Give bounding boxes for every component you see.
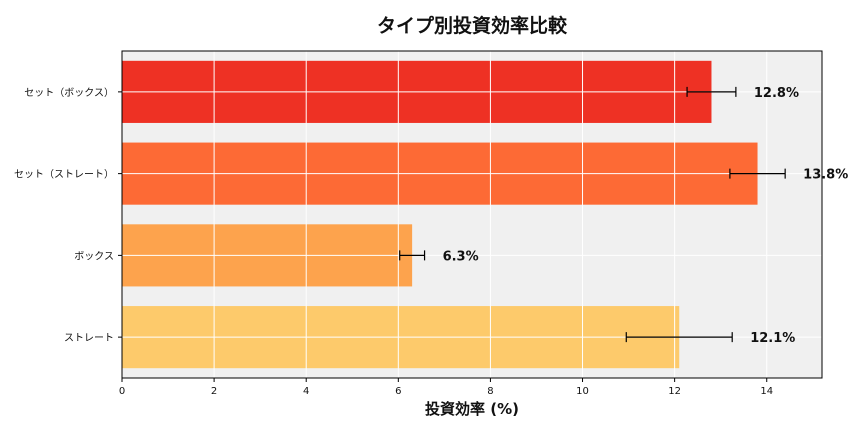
x-tick-label: 4	[303, 386, 309, 397]
y-tick-label: ボックス	[74, 250, 114, 262]
x-tick-label: 2	[211, 386, 217, 397]
x-axis-label: 投資効率 (%)	[425, 400, 519, 418]
data-label: 13.8%	[803, 168, 848, 183]
y-tick-label: ストレート	[64, 333, 114, 344]
x-tick-label: 0	[119, 386, 125, 397]
chart-title: タイプ別投資効率比較	[377, 14, 568, 37]
x-tick-label: 8	[487, 386, 493, 397]
x-tick-label: 10	[576, 386, 589, 397]
y-tick-label: セット（ボックス）	[24, 87, 114, 99]
x-tick-label: 12	[668, 386, 681, 397]
data-label: 6.3%	[443, 249, 479, 264]
data-label: 12.8%	[754, 86, 799, 101]
plot-frame	[121, 50, 823, 379]
x-tick-label: 14	[760, 386, 773, 397]
data-label: 12.1%	[750, 331, 795, 346]
x-tick-label: 6	[395, 386, 401, 397]
plot-area: 12.8% 13.8% 6.3% 12.1% 0 2 4 6 8 10 12 14 セット（ボックス） セ…	[14, 50, 848, 397]
y-tick-label: セット（ストレート）	[14, 169, 114, 181]
